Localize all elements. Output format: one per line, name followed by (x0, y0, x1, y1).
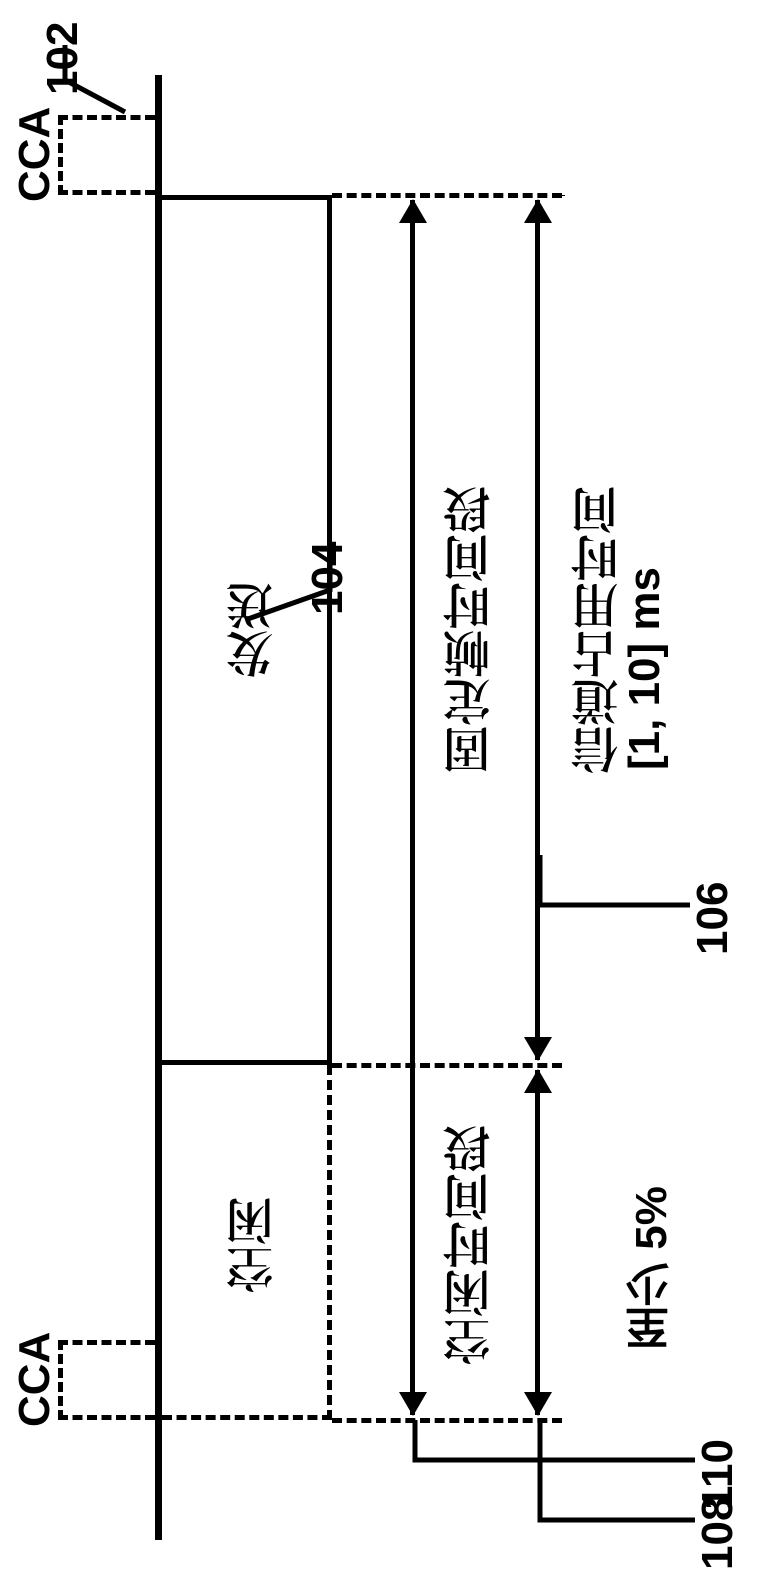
cca-label-bottom: CCA (10, 1337, 60, 1427)
cca-box-top (58, 115, 155, 195)
ref-102: 102 (38, 5, 88, 95)
diagram-stage: CCA CCA 发送 空闲 固定帧时间段 空闲时间段 信道占用时间 [1, 10… (0, 0, 771, 1572)
channel-occ-label: 信道占用时间 (560, 460, 629, 800)
channel-occ-sub-idle: 至少 5% (620, 1140, 684, 1350)
baseline (155, 75, 162, 1540)
channel-occ-arrow-main (535, 200, 540, 1060)
guide-line-top (332, 193, 562, 198)
ref-104: 104 (303, 525, 353, 615)
cca-box-bottom (58, 1340, 155, 1420)
leader-108 (530, 1415, 710, 1545)
idle-label: 空闲 (215, 1180, 284, 1310)
leader-106 (530, 850, 700, 930)
fixed-frame-label: 固定帧时间段 (432, 460, 501, 800)
guide-line-mid (332, 1063, 562, 1068)
cca-label-top: CCA (10, 112, 60, 202)
fixed-frame-arrow (410, 200, 415, 1415)
channel-occ-arrow-idle (535, 1070, 540, 1415)
fixed-frame-idle-label: 空闲时间段 (432, 1110, 501, 1380)
ref-108: 108 (693, 1480, 743, 1570)
channel-occ-sub-main: [1, 10] ms (620, 490, 670, 770)
ref-106: 106 (688, 865, 738, 955)
